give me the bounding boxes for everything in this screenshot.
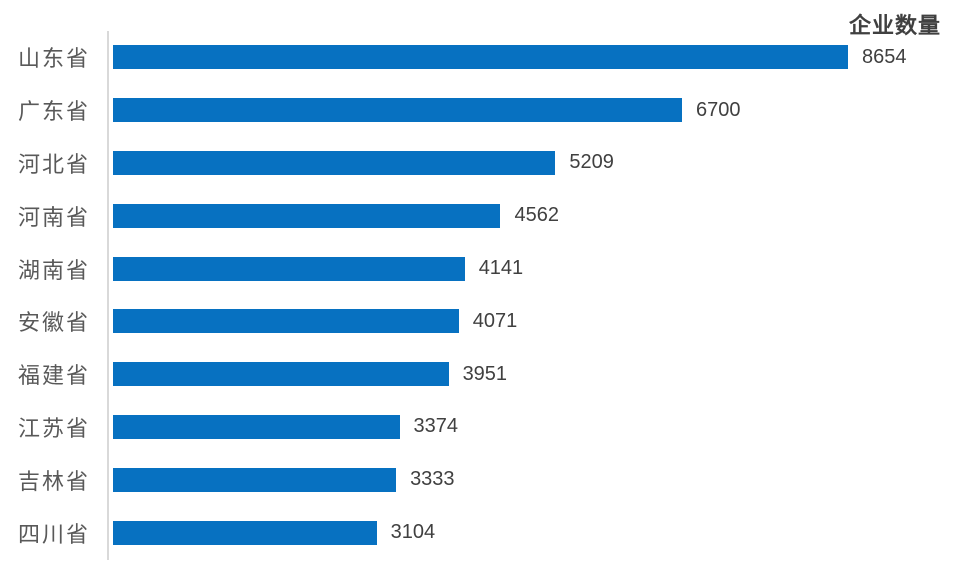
chart-row: 安徽省 4071 xyxy=(0,295,959,348)
bar xyxy=(113,45,848,70)
bar xyxy=(113,256,465,281)
chart-row: 河南省 4562 xyxy=(0,189,959,242)
bar-track: 3951 xyxy=(109,348,959,401)
chart-row: 广东省 6700 xyxy=(0,84,959,137)
bar-track: 3333 xyxy=(109,453,959,506)
bar-track: 3104 xyxy=(109,506,959,559)
value-label: 3104 xyxy=(390,521,436,544)
category-label: 广东省 xyxy=(17,99,90,125)
value-label: 3951 xyxy=(462,362,508,385)
plot-area: 山东省 8654 广东省 6700 河北省 5209 河南省 4562 湖南省 4141 安徽省 40… xyxy=(0,31,959,560)
bar xyxy=(113,467,397,492)
bar xyxy=(113,362,449,387)
bar-track: 4562 xyxy=(109,189,959,242)
value-label: 6700 xyxy=(696,98,741,121)
bar xyxy=(113,520,377,545)
value-label: 5209 xyxy=(569,151,614,174)
bar-track: 3374 xyxy=(109,401,959,454)
chart-rows: 山东省 8654 广东省 6700 河北省 5209 河南省 4562 湖南省 4141 安徽省 40… xyxy=(0,31,959,559)
chart-row: 山东省 8654 xyxy=(0,31,959,84)
category-label: 河南省 xyxy=(17,204,90,230)
category-label: 湖南省 xyxy=(17,257,90,283)
chart-row: 吉林省 3333 xyxy=(0,453,959,506)
bar-track: 5209 xyxy=(109,137,959,190)
category-label: 安徽省 xyxy=(17,310,90,336)
chart-row: 江苏省 3374 xyxy=(0,401,959,454)
category-label: 江苏省 xyxy=(17,415,90,441)
category-label: 福建省 xyxy=(17,363,90,389)
bar-track: 4141 xyxy=(109,242,959,295)
category-label: 吉林省 xyxy=(17,468,90,494)
category-label: 四川省 xyxy=(17,521,90,547)
chart-title: 企业数量 xyxy=(848,13,941,38)
bar-track: 8654 xyxy=(109,31,959,84)
chart-row: 福建省 3951 xyxy=(0,348,959,401)
chart-row: 河北省 5209 xyxy=(0,137,959,190)
bar xyxy=(113,414,400,439)
value-label: 3374 xyxy=(413,415,459,438)
value-label: 3333 xyxy=(410,468,455,491)
bar-track: 6700 xyxy=(109,84,959,137)
value-label: 4562 xyxy=(514,204,559,227)
chart-row: 湖南省 4141 xyxy=(0,242,959,295)
category-label: 河北省 xyxy=(17,151,90,177)
category-label: 山东省 xyxy=(17,46,90,72)
chart-row: 四川省 3104 xyxy=(0,506,959,559)
value-label: 8654 xyxy=(862,45,907,68)
bar xyxy=(113,98,683,123)
value-label: 4141 xyxy=(478,257,524,280)
bar xyxy=(113,309,459,334)
bar xyxy=(113,150,556,175)
bar xyxy=(113,203,501,228)
value-label: 4071 xyxy=(472,309,518,332)
y-axis-line xyxy=(107,31,109,560)
bar-track: 4071 xyxy=(109,295,959,348)
